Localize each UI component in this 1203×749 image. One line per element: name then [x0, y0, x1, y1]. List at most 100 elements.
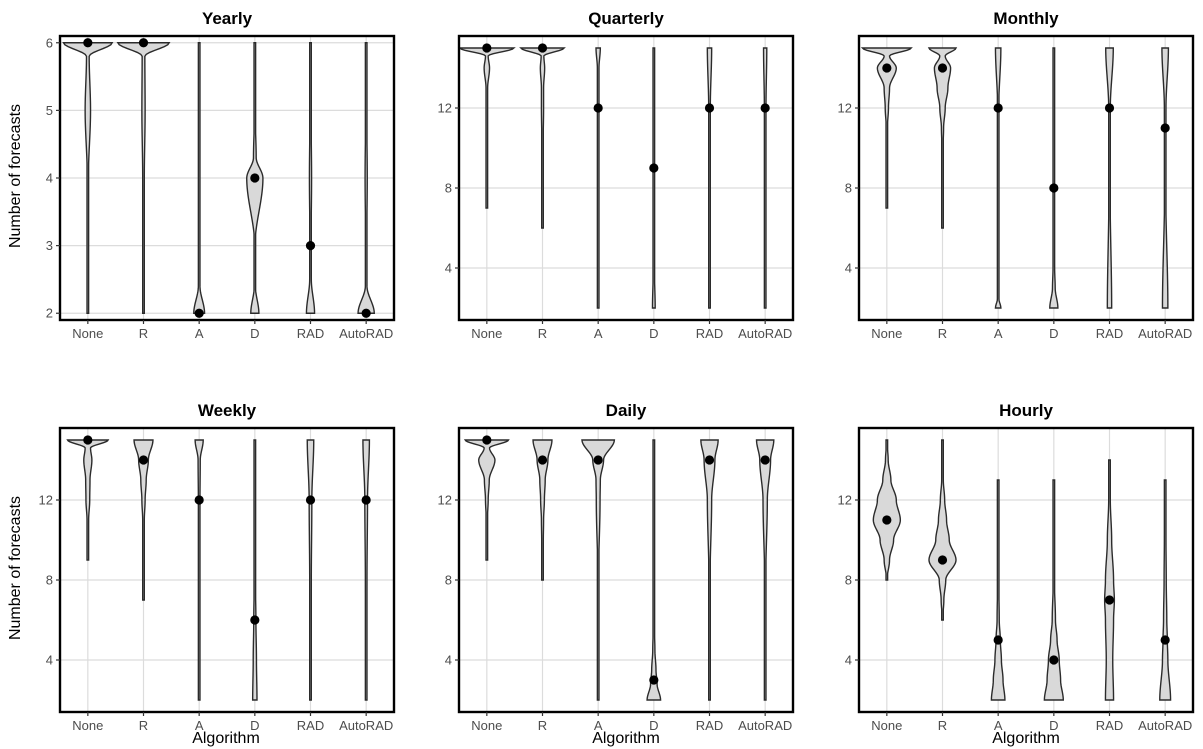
violin-monthly-r	[927, 47, 958, 229]
median-point-monthly-rad	[1104, 103, 1115, 113]
y-tick-label: 12	[438, 101, 452, 116]
median-point-monthly-d	[1049, 183, 1059, 193]
median-point-quarterly-rad	[704, 103, 715, 113]
y-tick-label: 12	[438, 493, 452, 508]
violin-yearly-a	[193, 42, 206, 314]
y-tick-label: 4	[46, 653, 53, 668]
median-point-yearly-d	[250, 173, 260, 183]
panel-title-hourly: Hourly	[999, 401, 1053, 420]
x-tick-label: R	[938, 718, 947, 733]
median-point-weekly-a	[194, 495, 204, 505]
violin-hourly-rad	[1103, 459, 1116, 701]
x-axis-label-left: Algorithm	[192, 730, 260, 747]
violin-quarterly-d	[651, 47, 656, 309]
median-point-monthly-r	[937, 63, 948, 73]
violin-daily-none	[463, 439, 510, 561]
violin-daily-a	[581, 439, 616, 701]
x-tick-label: R	[538, 326, 547, 341]
x-tick-label: D	[1049, 326, 1058, 341]
y-tick-label: 8	[445, 573, 452, 588]
violin-weekly-none	[66, 439, 110, 561]
x-tick-label: AutoRAD	[339, 718, 393, 733]
violin-hourly-d	[1043, 479, 1064, 701]
y-tick-label: 8	[46, 573, 53, 588]
median-point-weekly-d	[250, 615, 260, 625]
plot-area-daily	[459, 428, 793, 712]
violin-monthly-autorad	[1161, 47, 1170, 309]
violin-hourly-r	[928, 439, 957, 621]
median-point-monthly-a	[993, 103, 1003, 113]
x-tick-label: A	[195, 326, 204, 341]
violin-yearly-rad	[305, 42, 316, 314]
plot-area-hourly	[859, 428, 1193, 712]
median-point-weekly-none	[83, 435, 93, 445]
x-tick-label: AutoRAD	[738, 718, 792, 733]
x-tick-label: AutoRAD	[738, 326, 792, 341]
median-point-yearly-rad	[305, 241, 316, 251]
y-axis-label-bottom-row: Number of forecasts	[7, 496, 24, 640]
violin-weekly-r	[133, 439, 154, 601]
violin-weekly-a	[194, 439, 204, 701]
panel-title-quarterly: Quarterly	[588, 9, 664, 28]
violin-daily-d	[646, 439, 662, 701]
x-tick-label: RAD	[297, 718, 324, 733]
x-tick-label: RAD	[1096, 326, 1123, 341]
median-point-yearly-none	[83, 38, 93, 48]
violin-hourly-a	[990, 479, 1006, 701]
x-tick-label: R	[938, 326, 947, 341]
violin-quarterly-r	[519, 47, 566, 229]
y-tick-label: 12	[39, 493, 53, 508]
x-tick-label: None	[72, 718, 103, 733]
y-tick-label: 5	[46, 103, 53, 118]
y-tick-label: 4	[46, 171, 53, 186]
y-axis-label-top-row: Number of forecasts	[7, 104, 24, 248]
median-point-hourly-rad	[1104, 595, 1115, 605]
median-point-quarterly-a	[593, 103, 603, 113]
violin-weekly-rad	[306, 439, 315, 701]
violin-yearly-autorad	[357, 42, 376, 314]
x-tick-label: D	[250, 718, 259, 733]
violin-hourly-autorad	[1159, 479, 1172, 701]
y-tick-label: 12	[838, 101, 852, 116]
panel-title-weekly: Weekly	[198, 401, 257, 420]
violin-quarterly-autorad	[762, 47, 768, 309]
violin-hourly-none	[872, 439, 902, 581]
median-point-quarterly-autorad	[760, 103, 770, 113]
median-point-weekly-r	[138, 455, 149, 465]
x-tick-label: RAD	[696, 326, 723, 341]
violin-daily-r	[532, 439, 553, 581]
y-tick-label: 6	[46, 35, 53, 50]
y-tick-label: 4	[445, 261, 452, 276]
x-tick-label: AutoRAD	[1138, 718, 1192, 733]
x-tick-label: D	[250, 326, 259, 341]
panel-border-daily	[457, 426, 795, 714]
median-point-daily-a	[593, 455, 603, 465]
y-tick-label: 12	[838, 493, 852, 508]
violin-weekly-autorad	[362, 439, 371, 701]
x-tick-label: A	[994, 326, 1003, 341]
median-point-hourly-d	[1049, 655, 1059, 665]
x-tick-label: RAD	[297, 326, 324, 341]
x-tick-label: D	[649, 326, 658, 341]
x-tick-label: R	[139, 718, 148, 733]
violin-quarterly-rad	[706, 47, 713, 309]
median-point-daily-r	[537, 455, 548, 465]
panel-border-hourly	[857, 426, 1195, 714]
panel-title-yearly: Yearly	[202, 9, 253, 28]
median-point-hourly-autorad	[1160, 635, 1170, 645]
violin-quarterly-a	[595, 47, 602, 309]
x-tick-label: RAD	[1096, 718, 1123, 733]
y-tick-label: 4	[845, 261, 852, 276]
x-tick-label: None	[471, 718, 502, 733]
x-tick-label: AutoRAD	[339, 326, 393, 341]
median-point-hourly-a	[993, 635, 1003, 645]
x-tick-label: A	[594, 326, 603, 341]
x-axis-label-center: Algorithm	[592, 730, 660, 747]
median-point-weekly-autorad	[361, 495, 371, 505]
